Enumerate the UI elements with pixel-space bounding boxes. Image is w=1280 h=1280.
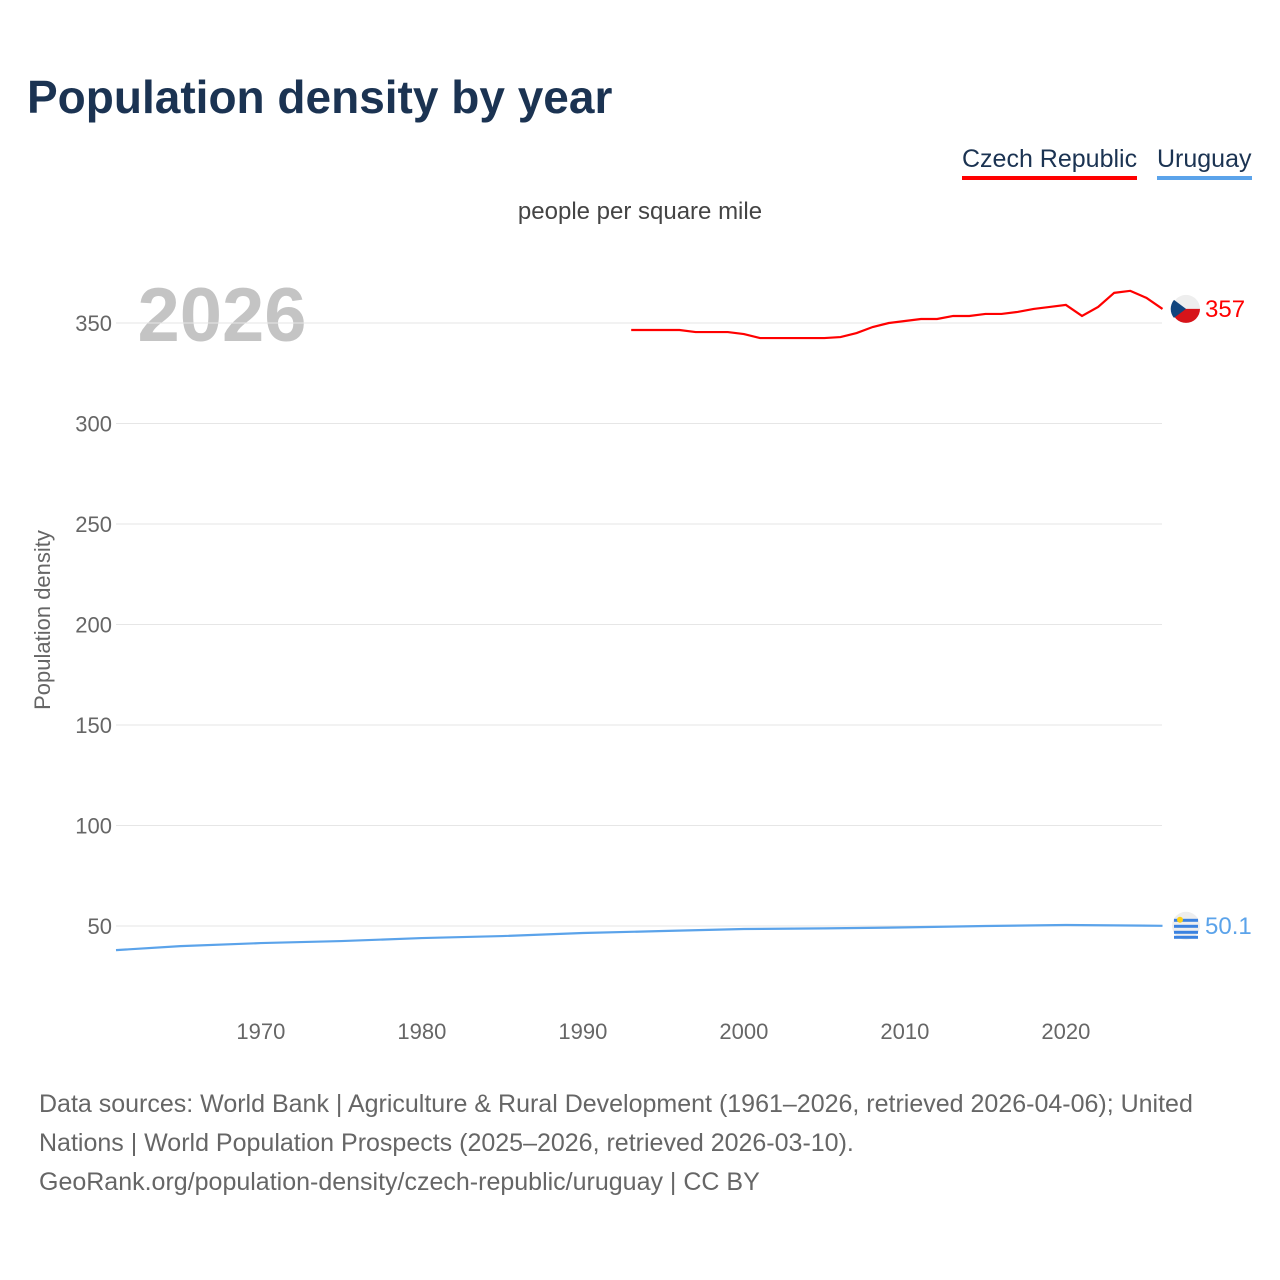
x-tick-label: 1990: [558, 1019, 607, 1044]
source-note: Data sources: World Bank | Agriculture &…: [39, 1085, 1249, 1202]
uruguay-flag-icon: [1174, 918, 1198, 922]
chart-subtitle: people per square mile: [517, 198, 763, 225]
uruguay-flag-icon: [1177, 916, 1183, 923]
chart-title: Population density by year: [27, 71, 613, 123]
x-tick-label: 2020: [1041, 1019, 1090, 1044]
y-axis-label: Population density: [30, 530, 55, 710]
y-tick-label: 350: [75, 311, 112, 336]
y-tick-label: 50: [88, 914, 112, 939]
legend-czech-republic[interactable]: Czech Republic: [962, 145, 1138, 180]
x-tick-label: 2000: [719, 1019, 768, 1044]
legend-uruguay[interactable]: Uruguay: [1157, 145, 1252, 180]
uruguay-flag-icon: [1174, 935, 1198, 939]
czech-flag-icon: [1170, 299, 1186, 318]
y-tick-label: 300: [75, 412, 112, 437]
end-value-label: 50.1: [1205, 913, 1252, 940]
y-tick-label: 150: [75, 713, 112, 738]
y-tick-label: 250: [75, 512, 112, 537]
x-tick-label: 1980: [397, 1019, 446, 1044]
y-tick-label: 200: [75, 613, 112, 638]
end-value-label: 357: [1205, 296, 1245, 323]
source-line-1: Data sources: World Bank | Agriculture &…: [39, 1090, 1193, 1157]
year-watermark: 2026: [137, 273, 306, 358]
series-line-czech-republic: [631, 289, 1164, 340]
series-line-uruguay: [115, 923, 1163, 952]
y-tick-label: 100: [75, 814, 112, 839]
x-tick-label: 2010: [880, 1019, 929, 1044]
source-line-2: GeoRank.org/population-density/czech-rep…: [39, 1168, 760, 1196]
uruguay-flag-icon: [1174, 924, 1198, 928]
uruguay-flag-icon: [1174, 930, 1198, 934]
x-tick-label: 1970: [236, 1019, 285, 1044]
